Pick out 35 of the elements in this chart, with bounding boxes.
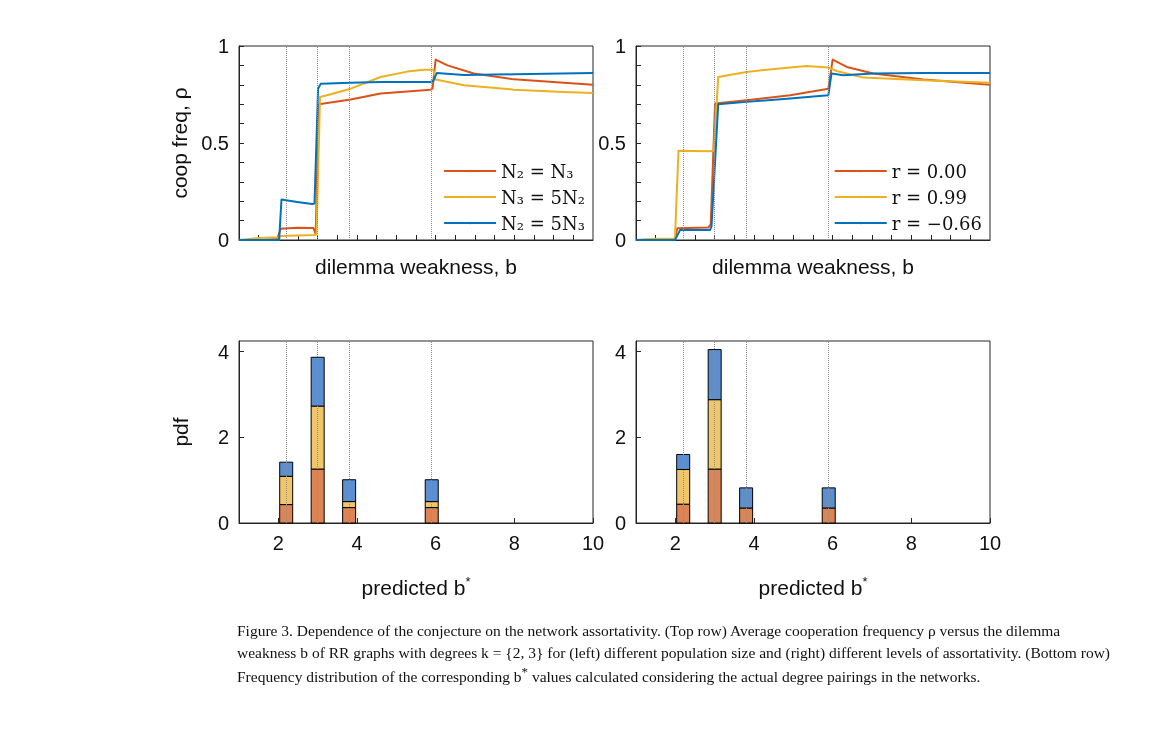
x-tick-label: 8 [905,532,917,554]
y-axis-title: coop freq, ρ [168,87,192,199]
y-tick-label: 0.5 [598,132,626,154]
legend-label: N₂ = N₃ [501,160,574,182]
y-tick-label: 1 [217,35,229,57]
x-tick-label: 10 [581,532,605,554]
legend-label: N₂ = 5N₃ [501,212,586,234]
y-tick-label: 0.5 [201,132,229,154]
y-tick-label: 1 [614,35,626,57]
x-tick-label: 2 [669,532,681,554]
x-axis-title: dilemma weakness, b [712,255,914,278]
x-axis-title: predicted b* [361,574,471,599]
y-tick-label: 4 [217,340,229,363]
y-tick-label: 2 [614,426,626,449]
y-tick-label: 0 [614,512,626,534]
y-tick-label: 4 [614,340,626,363]
y-axis-title: pdf [169,417,192,447]
x-tick-label: 8 [508,532,520,554]
legend-label: N₃ = 5N₂ [501,186,586,208]
y-tick-label: 2 [217,426,229,449]
caption: Figure 3. Dependence of the conjecture on the network assortativity. (Top row) Average cooperation frequency ρ versus the dilemma weakness b of RR graphs with degrees k = {2, 3} for (left) different population size and (right) different levels of assortativity. (Bottom row) Frequency distribution of the corresponding b$^{*}$ values calculated considering the actual degree pairings in the networks. [237,621,1112,688]
x-axis-title: dilemma weakness, b [315,255,517,278]
x-tick-label: 6 [430,532,442,554]
y-tick-label: 0 [614,229,626,251]
legend-label: r = 0.00 [891,160,967,182]
x-tick-label: 4 [351,532,363,554]
legend-label: r = 0.99 [891,186,967,208]
x-tick-label: 2 [272,532,284,554]
legend-label: r = −0.66 [891,212,983,234]
x-axis-title: predicted b* [758,574,868,599]
y-tick-label: 0 [217,229,229,251]
y-tick-label: 0 [217,512,229,534]
x-tick-label: 10 [978,532,1002,554]
x-tick-label: 4 [748,532,760,554]
x-tick-label: 6 [827,532,839,554]
